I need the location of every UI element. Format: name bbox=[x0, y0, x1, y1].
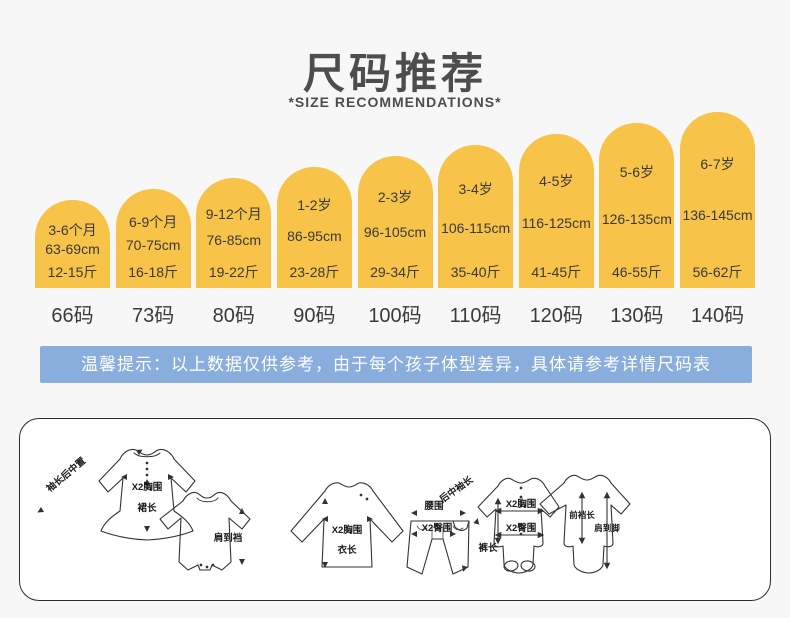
svg-text:腰围: 腰围 bbox=[423, 501, 443, 512]
svg-text:裤长: 裤长 bbox=[477, 542, 498, 554]
svg-text:衣长: 衣长 bbox=[337, 544, 357, 556]
svg-text:X2胸围: X2胸围 bbox=[332, 524, 363, 536]
svg-text:肩到裆: 肩到裆 bbox=[213, 532, 243, 544]
svg-text:肩到脚: 肩到脚 bbox=[594, 523, 620, 533]
svg-text:后中袖长: 后中袖长 bbox=[437, 473, 475, 505]
svg-text:X2臀围: X2臀围 bbox=[506, 523, 537, 534]
svg-text:前裆长: 前裆长 bbox=[569, 510, 595, 520]
svg-text:X2胸围: X2胸围 bbox=[132, 481, 163, 493]
svg-text:X2胸围: X2胸围 bbox=[506, 498, 537, 510]
svg-text:裙长: 裙长 bbox=[136, 502, 157, 514]
svg-text:袖长后中置: 袖长后中置 bbox=[43, 455, 88, 496]
svg-text:X2臀围: X2臀围 bbox=[422, 523, 453, 534]
